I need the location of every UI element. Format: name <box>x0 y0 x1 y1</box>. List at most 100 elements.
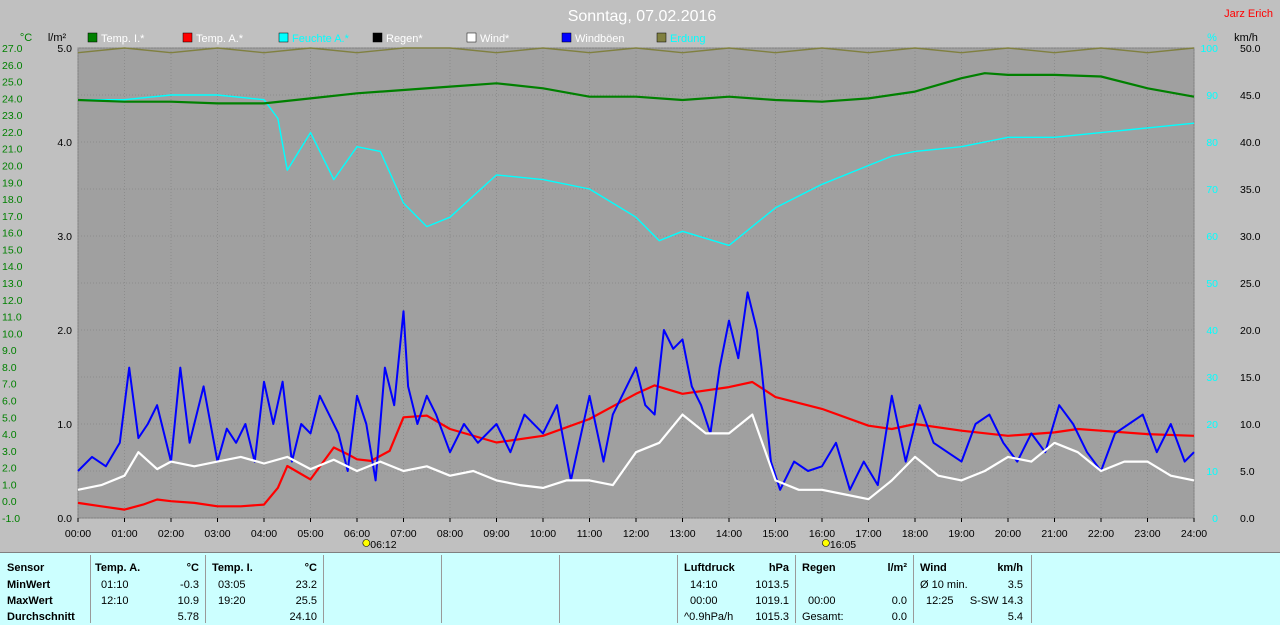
time-tick-label: 12:00 <box>623 528 649 540</box>
sensor-label: Sensor <box>7 562 45 574</box>
wind-tick-label: 15.0 <box>1240 372 1261 384</box>
legend-label: Temp. I.* <box>101 33 145 45</box>
time-tick-label: 03:00 <box>204 528 230 540</box>
time-tick-label: 16:00 <box>809 528 835 540</box>
legend-label: Temp. A.* <box>196 33 244 45</box>
temp-tick-label: 19.0 <box>2 177 23 189</box>
row-label-avg: Durchschnitt <box>7 611 75 623</box>
temp-tick-label: 22.0 <box>2 127 23 139</box>
legend-swatch <box>87 32 98 43</box>
temp-i-min-time: 03:05 <box>218 579 246 591</box>
temp-tick-label: 26.0 <box>2 60 23 72</box>
temp-i-max-value: 25.5 <box>295 595 317 607</box>
temp-i-title: Temp. I. <box>212 562 253 574</box>
temp-tick-label: 8.0 <box>2 362 17 374</box>
author-label: Jarz Erich <box>1224 8 1273 20</box>
humidity-tick-label: 70 <box>1206 184 1218 196</box>
temp-a-avg: 5.78 <box>177 611 199 623</box>
rain-time: 00:00 <box>808 595 836 607</box>
legend: Temp. I.* Temp. A.* Feuchte A.* Regen* Wind*… <box>87 32 705 45</box>
temp-tick-label: 14.0 <box>2 261 23 273</box>
pressure-trend: ^0.9hPa/h <box>684 611 734 623</box>
temp-tick-label: 0.0 <box>2 496 17 508</box>
rain-tick-label: 1.0 <box>57 419 72 431</box>
wind-tick-label: 50.0 <box>1240 43 1261 55</box>
series-erdung-line <box>77 47 1195 54</box>
temp-tick-label: 18.0 <box>2 194 23 206</box>
wind-tick-label: 25.0 <box>1240 278 1261 290</box>
pressure-title: Luftdruck <box>684 562 735 574</box>
temp-i-unit: °C <box>304 562 317 574</box>
temp-tick-label: 9.0 <box>2 345 17 357</box>
sunset-label: 16:05 <box>830 539 856 551</box>
stats-temp-i: Temp. I. °C 03:05 23.2 19:20 25.5 24.10 <box>206 555 324 623</box>
series-temp-a-line <box>77 380 1195 511</box>
temp-a-max-time: 12:10 <box>101 595 129 607</box>
time-tick-label: 11:00 <box>577 528 603 540</box>
sun-markers: 06:12 16:05 <box>362 539 856 551</box>
time-tick-label: 10:00 <box>530 528 556 540</box>
legend-label: Regen* <box>386 33 423 45</box>
row-label-min: MinWert <box>7 579 51 591</box>
temp-axis: 27.0 26.0 25.0 24.0 23.0 22.0 21.0 20.0 19.0 18.0… <box>2 43 23 525</box>
wind-max-value: S-SW 14.3 <box>969 595 1023 607</box>
time-tick-label: 07:00 <box>390 528 416 540</box>
series-wind-line <box>77 413 1195 501</box>
rain-tick-label: 2.0 <box>57 325 72 337</box>
wind-unit-label: km/h <box>1234 32 1258 44</box>
time-tick-label: 09:00 <box>483 528 509 540</box>
time-tick-label: 00:00 <box>65 528 91 540</box>
time-tick-label: 23:00 <box>1134 528 1160 540</box>
humidity-tick-label: 80 <box>1206 137 1218 149</box>
stats-rain: Regen l/m² 00:00 0.0 Gesamt: 0.0 <box>796 555 914 623</box>
stats-sensor-column: Sensor MinWert MaxWert Durchschnitt <box>0 555 91 623</box>
rain-tick-label: 3.0 <box>57 231 72 243</box>
temp-a-max-value: 10.9 <box>177 595 199 607</box>
temp-i-avg: 24.10 <box>289 611 317 623</box>
temp-tick-label: 16.0 <box>2 228 23 240</box>
wind-tick-label: 5.0 <box>1240 466 1255 478</box>
series-feuchte-a-line <box>78 94 1195 247</box>
temp-tick-label: 23.0 <box>2 110 23 122</box>
stats-temp-a: Temp. A. °C 01:10 -0.3 12:10 10.9 5.78 <box>91 555 206 623</box>
temp-i-max-time: 19:20 <box>218 595 246 607</box>
temp-a-unit: °C <box>186 562 199 574</box>
legend-label: Erdung <box>670 33 705 45</box>
rain-unit: l/m² <box>887 562 907 574</box>
temp-unit-label: °C <box>20 32 32 44</box>
temp-tick-label: 7.0 <box>2 379 17 391</box>
wind-title: Wind <box>920 562 947 574</box>
time-tick-label: 01:00 <box>111 528 137 540</box>
wind-avg-value: 3.5 <box>1007 579 1023 591</box>
temp-tick-label: 13.0 <box>2 278 23 290</box>
rain-tick-label: 4.0 <box>57 137 72 149</box>
wind-tick-label: 35.0 <box>1240 184 1261 196</box>
time-tick-label: 15:00 <box>762 528 788 540</box>
rain-axis: 5.0 4.0 3.0 2.0 1.0 0.0 <box>57 43 72 525</box>
temp-i-min-value: 23.2 <box>295 579 317 591</box>
temp-tick-label: 15.0 <box>2 244 23 256</box>
row-label-max: MaxWert <box>7 595 53 607</box>
wind-tick-label: 30.0 <box>1240 231 1261 243</box>
time-tick-label: 05:00 <box>297 528 323 540</box>
pressure-min-time: 14:10 <box>690 579 718 591</box>
temp-tick-label: 20.0 <box>2 161 23 173</box>
rain-value: 0.0 <box>891 595 907 607</box>
rain-unit-label: l/m² <box>48 32 67 44</box>
temp-tick-label: 1.0 <box>2 479 17 491</box>
humidity-tick-label: 30 <box>1206 372 1218 384</box>
temp-a-min-value: -0.3 <box>180 579 199 591</box>
humidity-tick-label: 20 <box>1206 419 1218 431</box>
time-tick-label: 19:00 <box>948 528 974 540</box>
time-tick-label: 06:00 <box>344 528 370 540</box>
humidity-tick-label: 60 <box>1206 231 1218 243</box>
wind-tick-label: 45.0 <box>1240 90 1261 102</box>
time-tick-label: 21:00 <box>1041 528 1067 540</box>
chart-title: Sonntag, 07.02.2016 <box>568 8 717 25</box>
pressure-unit: hPa <box>768 562 789 574</box>
temp-tick-label: -1.0 <box>2 513 20 525</box>
temp-tick-label: 3.0 <box>2 446 17 458</box>
wind-tick-label: 0.0 <box>1240 513 1255 525</box>
pressure-min-value: 1013.5 <box>755 579 789 591</box>
temp-a-title: Temp. A. <box>95 562 141 574</box>
